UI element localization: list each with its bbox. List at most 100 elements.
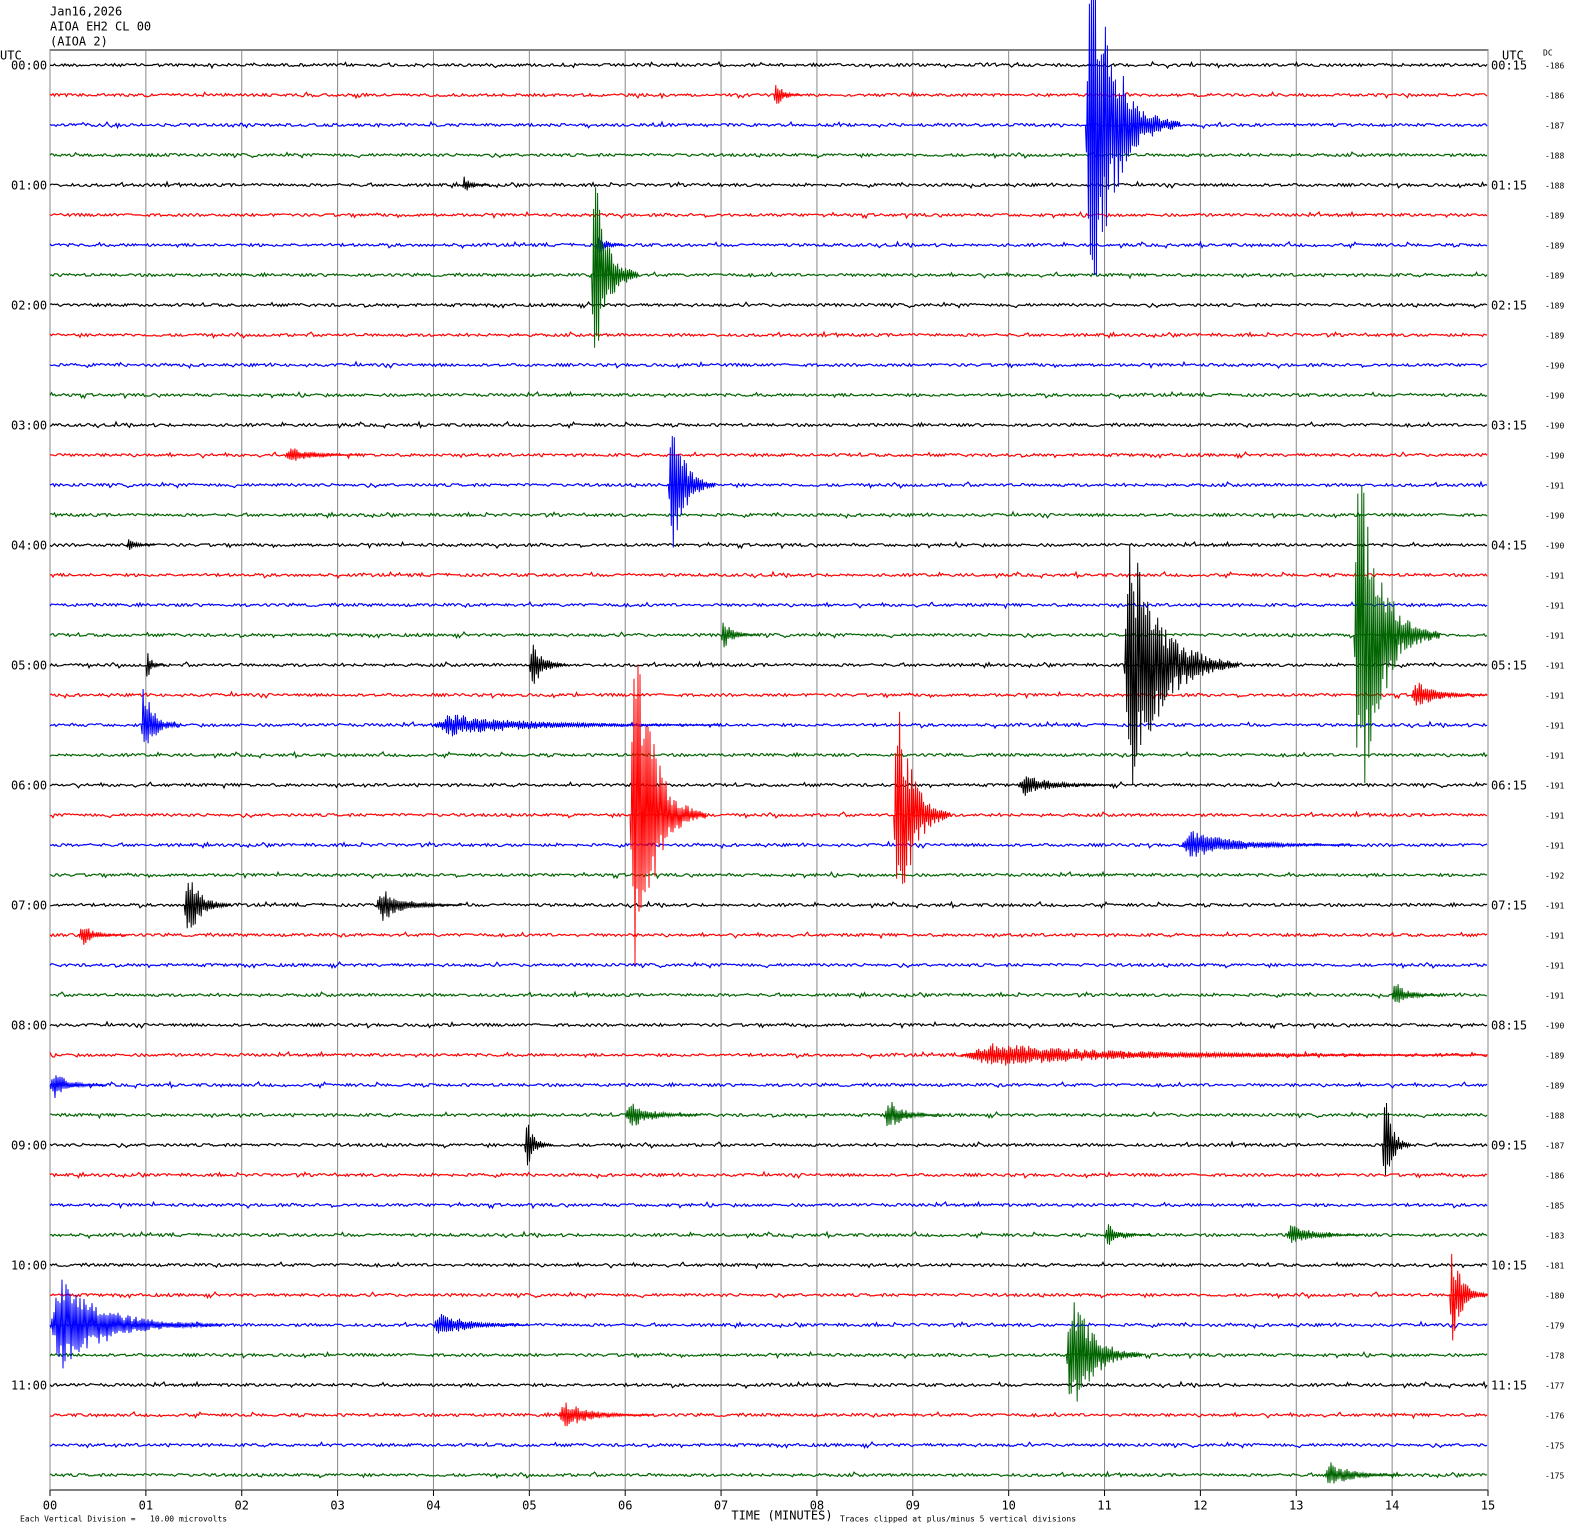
dc-value: -191 [1545, 752, 1564, 761]
dc-value: -190 [1545, 422, 1564, 431]
trace [49, 1230, 1488, 1240]
hour-label-left: 08:00 [11, 1019, 47, 1033]
hour-label-right: 05:15 [1491, 659, 1527, 673]
hour-label-right: 09:15 [1491, 1139, 1527, 1153]
x-tick-label: 08 [810, 1499, 824, 1513]
seismic-event [433, 714, 721, 737]
hour-label-left: 05:00 [11, 659, 47, 673]
dc-value: -180 [1545, 1292, 1564, 1301]
seismic-event [1180, 831, 1354, 857]
dc-value: -189 [1545, 302, 1564, 311]
hour-label-right: 04:15 [1491, 539, 1527, 553]
dc-value: -189 [1545, 332, 1564, 341]
hour-label-right: 00:15 [1491, 59, 1527, 73]
dc-label: DC [1543, 49, 1553, 58]
seismic-event [1391, 984, 1440, 1003]
trace [49, 210, 1488, 220]
seismic-event [960, 1043, 1488, 1066]
trace [49, 271, 1488, 280]
x-tick-label: 00 [43, 1499, 57, 1513]
trace [49, 301, 1488, 310]
seismic-event [667, 435, 716, 548]
seismic-event [1017, 776, 1114, 796]
trace [49, 1320, 1488, 1330]
trace [49, 540, 1488, 550]
trace [49, 1291, 1487, 1300]
trace [49, 1080, 1488, 1089]
trace [49, 480, 1488, 490]
hour-label-right: 03:15 [1491, 419, 1527, 433]
hour-label-right: 07:15 [1491, 899, 1527, 913]
seismic-event [624, 1103, 702, 1126]
hour-label-left: 06:00 [11, 779, 47, 793]
dc-value: -188 [1545, 152, 1564, 161]
seismic-event [595, 237, 625, 255]
trace [49, 900, 1488, 910]
plot-frame [49, 49, 1489, 1491]
dc-value: -191 [1545, 722, 1564, 731]
seismic-event [375, 891, 463, 921]
trace [49, 781, 1488, 790]
seismic-event [1286, 1225, 1363, 1243]
dc-value: -190 [1545, 1022, 1564, 1031]
trace [49, 1140, 1488, 1150]
seismic-event [284, 448, 362, 461]
x-tick-label: 09 [906, 1499, 920, 1513]
station: AIOA EH2 CL 00 [50, 20, 151, 34]
seismic-event [1104, 1224, 1152, 1245]
dc-value: -187 [1545, 1142, 1564, 1151]
hour-label-right: 08:15 [1491, 1019, 1527, 1033]
dc-value: -191 [1545, 812, 1564, 821]
seismic-event [461, 176, 491, 191]
x-tick-label: 03 [330, 1499, 344, 1513]
seismic-event [183, 882, 232, 929]
dc-value: -191 [1545, 782, 1564, 791]
hour-label-right: 10:15 [1491, 1259, 1527, 1273]
dc-value: -179 [1545, 1322, 1564, 1331]
trace [49, 631, 1488, 640]
dc-value: -189 [1545, 1082, 1564, 1091]
dc-value: -190 [1545, 512, 1564, 521]
hour-label-left: 11:00 [11, 1379, 47, 1393]
dc-value: -189 [1545, 212, 1564, 221]
seismic-event [126, 539, 155, 550]
dc-value: -176 [1545, 1412, 1564, 1421]
dc-value: -190 [1545, 542, 1564, 551]
trace [49, 1020, 1488, 1030]
trace [49, 961, 1488, 970]
dc-value: -189 [1545, 242, 1564, 251]
dc-value: -175 [1545, 1442, 1564, 1451]
hour-label-left: 00:00 [11, 59, 47, 73]
trace [49, 90, 1488, 100]
x-tick-label: 12 [1193, 1499, 1207, 1513]
dc-value: -191 [1545, 692, 1564, 701]
trace [49, 240, 1488, 250]
x-tick-label: 15 [1481, 1499, 1495, 1513]
dc-value: -190 [1545, 452, 1564, 461]
seismic-event [893, 711, 952, 884]
x-tick-label: 13 [1289, 1499, 1303, 1513]
dc-value: -185 [1545, 1202, 1564, 1211]
dc-value: -191 [1545, 602, 1564, 611]
seismic-event [145, 653, 166, 677]
trace [50, 60, 1488, 70]
utc-right: UTC [1502, 49, 1524, 63]
seismic-event [557, 1402, 654, 1427]
dc-value: -181 [1545, 1262, 1564, 1271]
trace [49, 570, 1488, 580]
seismic-event [720, 622, 760, 648]
footnote-left: Each Vertical Division = 10.00 microvolt… [20, 1515, 227, 1524]
x-tick-label: 02 [235, 1499, 249, 1513]
trace [49, 931, 1488, 940]
trace [49, 720, 1488, 730]
x-tick-label: 07 [714, 1499, 728, 1513]
trace [49, 330, 1488, 340]
seismic-event [591, 187, 640, 348]
trace [50, 1410, 1488, 1420]
dc-value: -191 [1545, 902, 1564, 911]
dc-value: -192 [1545, 872, 1564, 881]
dc-value: -186 [1545, 1172, 1564, 1181]
seismic-event [524, 1124, 553, 1166]
trace [49, 1350, 1488, 1360]
